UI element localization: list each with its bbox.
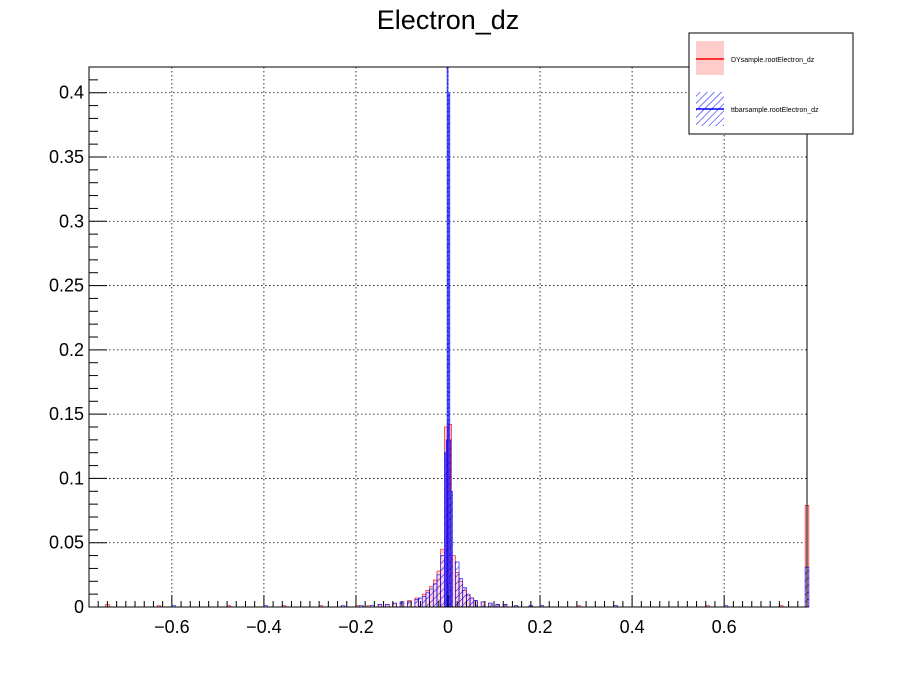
y-tick-label: 0.15 xyxy=(49,404,84,424)
histogram-bin xyxy=(432,583,438,608)
x-tick-label: 0.6 xyxy=(712,617,737,637)
histogram-bin xyxy=(458,578,464,608)
x-tick-label: 0.4 xyxy=(620,617,645,637)
legend-entry-dy: DYsample.rootElectron_dz xyxy=(696,41,815,75)
legend-label-ttbar: ttbarsample.rootElectron_dz xyxy=(731,107,819,114)
y-tick-label: 0.3 xyxy=(59,211,84,231)
histogram-bin xyxy=(455,561,460,608)
legend-entry-ttbar: ttbarsample.rootElectron_dz xyxy=(696,92,819,126)
histogram-bin xyxy=(446,66,449,608)
histogram-bin xyxy=(425,592,430,608)
series-ttbar xyxy=(171,66,810,608)
y-tick-label: 0 xyxy=(74,597,84,617)
histogram-bin xyxy=(407,601,412,608)
x-tick-label: 0.2 xyxy=(528,617,553,637)
histogram-bin xyxy=(440,555,445,608)
histogram-bin xyxy=(414,598,419,608)
x-axis: −0.6 −0.4 −0.2 0 0.2 0.4 0.6 xyxy=(88,595,808,637)
chart-title: Electron_dz xyxy=(377,5,520,35)
histogram-bin xyxy=(444,452,446,608)
x-tick-label: −0.6 xyxy=(154,617,190,637)
y-tick-label: 0.4 xyxy=(59,83,84,103)
legend-label-dy: DYsample.rootElectron_dz xyxy=(731,57,815,64)
histogram-bin xyxy=(429,588,434,608)
x-tick-label: −0.4 xyxy=(246,617,282,637)
histogram-bin xyxy=(466,593,471,608)
histogram-bin xyxy=(449,439,452,608)
x-tick-label: −0.2 xyxy=(338,617,374,637)
y-tick-label: 0.2 xyxy=(59,340,84,360)
y-axis: 0 0.05 0.1 0.15 0.2 0.25 0.3 0.35 0.4 xyxy=(49,66,107,617)
histogram-bin xyxy=(421,596,427,608)
x-tick-label: 0 xyxy=(443,617,453,637)
legend-swatch-dy xyxy=(696,41,724,75)
y-tick-label: 0.05 xyxy=(49,533,84,553)
histogram-bin xyxy=(469,597,475,608)
y-tick-label: 0.35 xyxy=(49,147,84,167)
histogram-bin xyxy=(392,602,397,608)
series-layer xyxy=(105,66,810,608)
histogram-bin xyxy=(451,490,453,608)
histogram-bin xyxy=(488,602,493,608)
histogram-bin xyxy=(462,587,467,608)
histogram-bin xyxy=(480,601,486,608)
y-tick-label: 0.25 xyxy=(49,276,84,296)
y-tick-label: 0.1 xyxy=(59,468,84,488)
legend: DYsample.rootElectron_dz ttbarsample.roo… xyxy=(688,32,854,135)
